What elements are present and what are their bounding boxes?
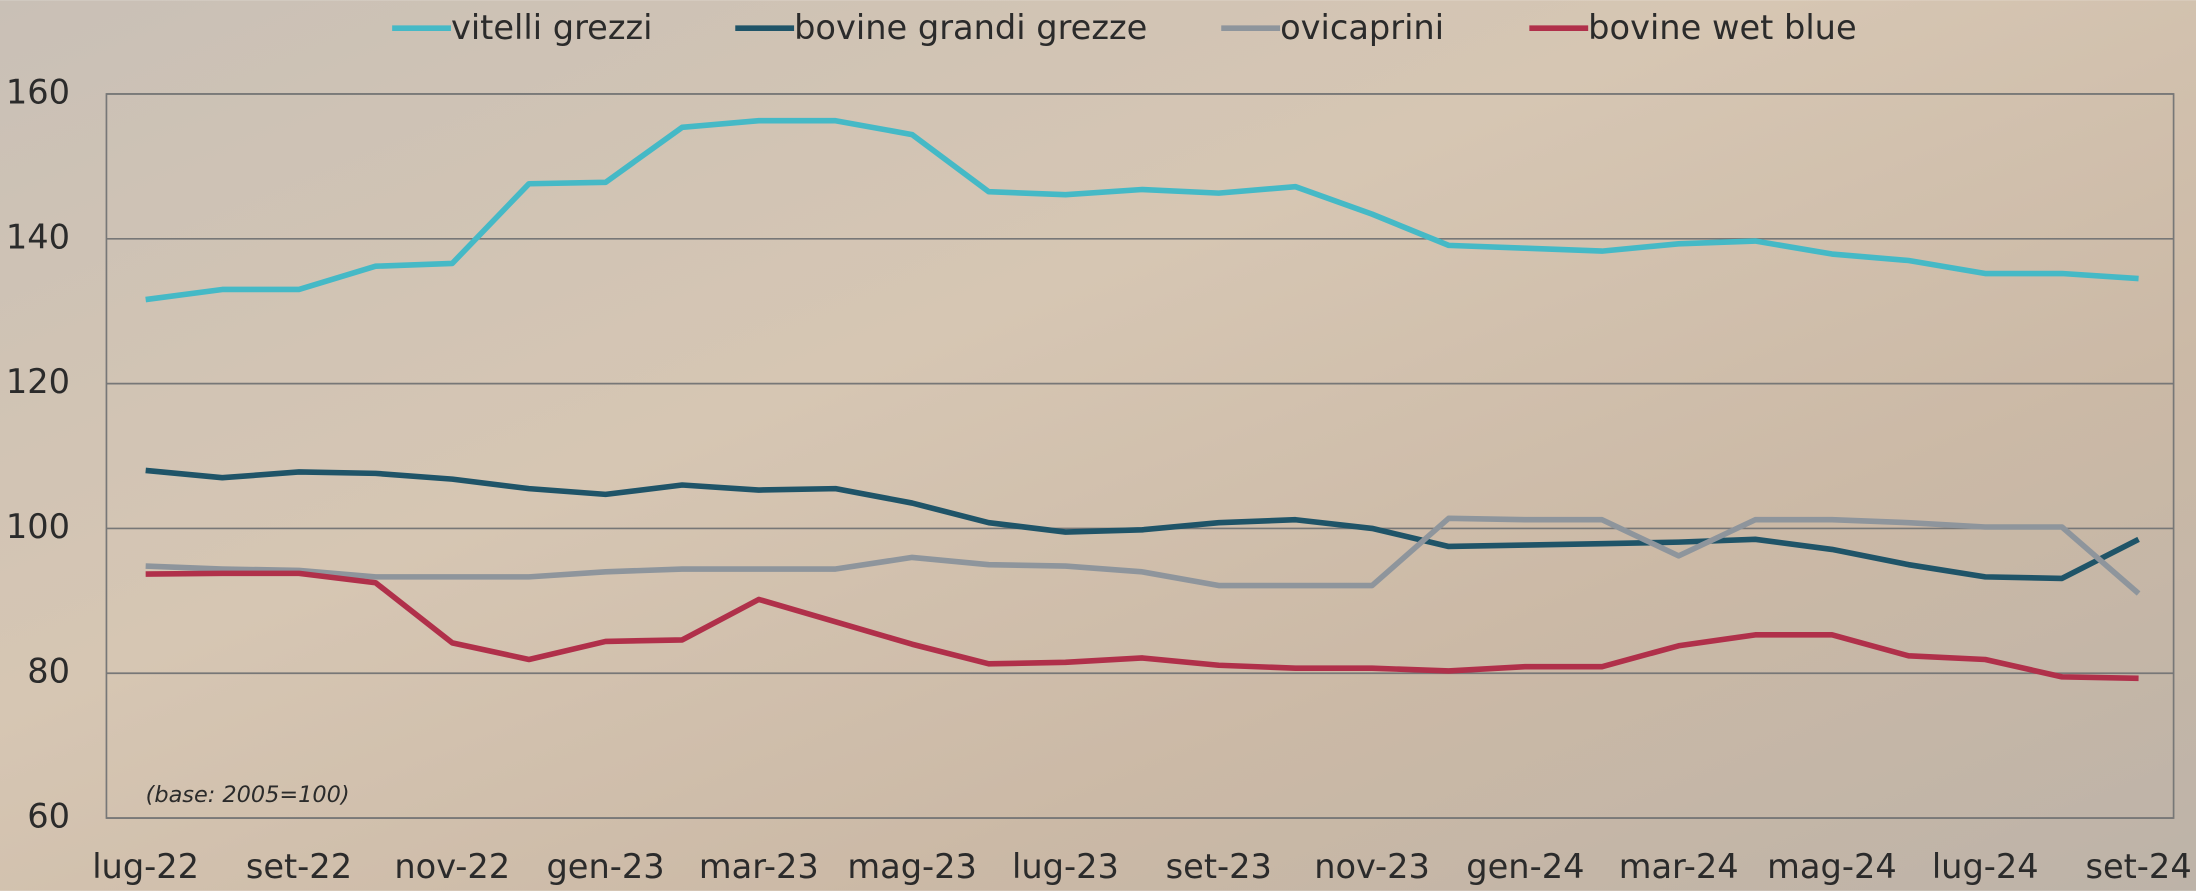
- x-tick-label: mar-24: [1619, 847, 1739, 886]
- page: (base: 2005=100) 60 80 100 120 140 160 lug-22 s…: [0, 0, 2196, 891]
- legend-label: ovicaprini: [1280, 8, 1444, 47]
- x-tick-label: lug-22: [92, 847, 199, 886]
- x-tick-label: lug-23: [1012, 847, 1119, 886]
- x-tick-label: nov-23: [1314, 847, 1430, 886]
- y-tick-label: 160: [6, 72, 70, 111]
- legend-label: vitelli grezzi: [451, 8, 653, 47]
- y-tick-label: 80: [27, 652, 70, 691]
- x-tick-label: nov-22: [394, 847, 510, 886]
- y-tick-label: 100: [6, 507, 70, 546]
- background: [0, 0, 2196, 891]
- y-tick-label: 140: [6, 217, 70, 256]
- legend-label: bovine grandi grezze: [794, 8, 1147, 47]
- x-tick-label: mag-24: [1767, 847, 1897, 886]
- x-tick-label: gen-24: [1466, 847, 1584, 886]
- x-tick-label: mag-23: [847, 847, 977, 886]
- y-tick-label: 60: [27, 797, 70, 836]
- x-tick-label: gen-23: [546, 847, 664, 886]
- x-tick-label: set-24: [2085, 847, 2191, 886]
- x-tick-label: mar-23: [699, 847, 819, 886]
- x-tick-label: set-22: [246, 847, 352, 886]
- chart: (base: 2005=100) 60 80 100 120 140 160 lug-22 s…: [0, 0, 2196, 891]
- annotation: (base: 2005=100): [146, 782, 350, 808]
- y-tick-label: 120: [6, 362, 70, 401]
- legend-label: bovine wet blue: [1588, 8, 1856, 47]
- x-tick-label: lug-24: [1932, 847, 2039, 886]
- x-tick-label: set-23: [1166, 847, 1272, 886]
